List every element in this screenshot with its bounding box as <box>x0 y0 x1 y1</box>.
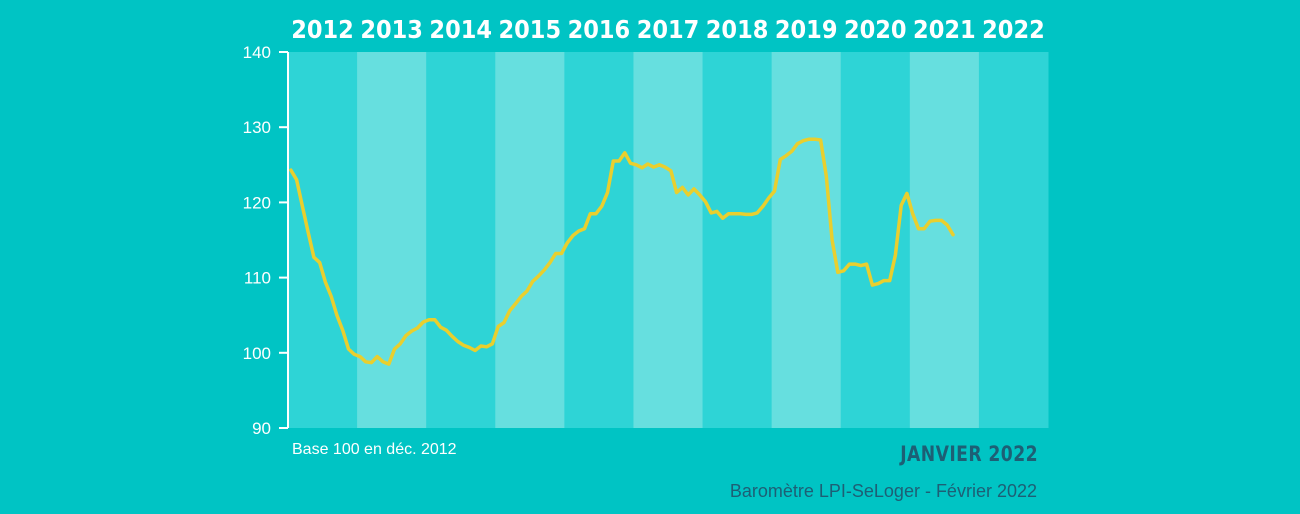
year-band-2013 <box>357 52 427 428</box>
year-band-2019 <box>771 52 842 428</box>
y-tick-label-140: 140 <box>243 43 271 62</box>
y-ticks: 90 100 110 120 130 140 <box>243 43 288 438</box>
year-label-2021: 2021 <box>913 15 976 44</box>
year-band-2015 <box>495 52 565 428</box>
year-label-2022: 2022 <box>982 15 1045 44</box>
index-line <box>289 137 955 366</box>
year-band-2018 <box>702 52 773 428</box>
year-labels: 2012 2013 2014 2015 2016 2017 2018 2019 2020 2021… <box>291 15 1045 44</box>
year-band-2017 <box>633 52 704 428</box>
y-tick-label-110: 110 <box>244 269 271 288</box>
year-label-2015: 2015 <box>499 15 562 44</box>
year-label-2020: 2020 <box>844 15 907 44</box>
year-band-2021 <box>909 52 980 428</box>
year-label-2012: 2012 <box>291 15 354 44</box>
year-band-2022 <box>978 52 1049 428</box>
year-bands <box>288 52 1049 428</box>
year-label-2017: 2017 <box>637 15 700 44</box>
year-label-2014: 2014 <box>429 15 492 44</box>
year-band-2012 <box>288 52 358 428</box>
base-note: Base 100 en déc. 2012 <box>292 441 457 458</box>
date-note: JANVIER 2022 <box>900 442 1038 466</box>
year-band-2020 <box>840 52 911 428</box>
year-band-2016 <box>564 52 634 428</box>
year-band-2014 <box>426 52 496 428</box>
y-tick-label-130: 130 <box>243 118 271 137</box>
y-tick-label-120: 120 <box>243 193 271 212</box>
y-tick-label-100: 100 <box>243 344 271 363</box>
year-label-2019: 2019 <box>775 15 838 44</box>
year-label-2013: 2013 <box>360 15 423 44</box>
source-note: Baromètre LPI-SeLoger - Février 2022 <box>729 481 1037 501</box>
year-label-2018: 2018 <box>706 15 769 44</box>
year-label-2016: 2016 <box>568 15 631 44</box>
y-tick-label-90: 90 <box>252 419 271 438</box>
